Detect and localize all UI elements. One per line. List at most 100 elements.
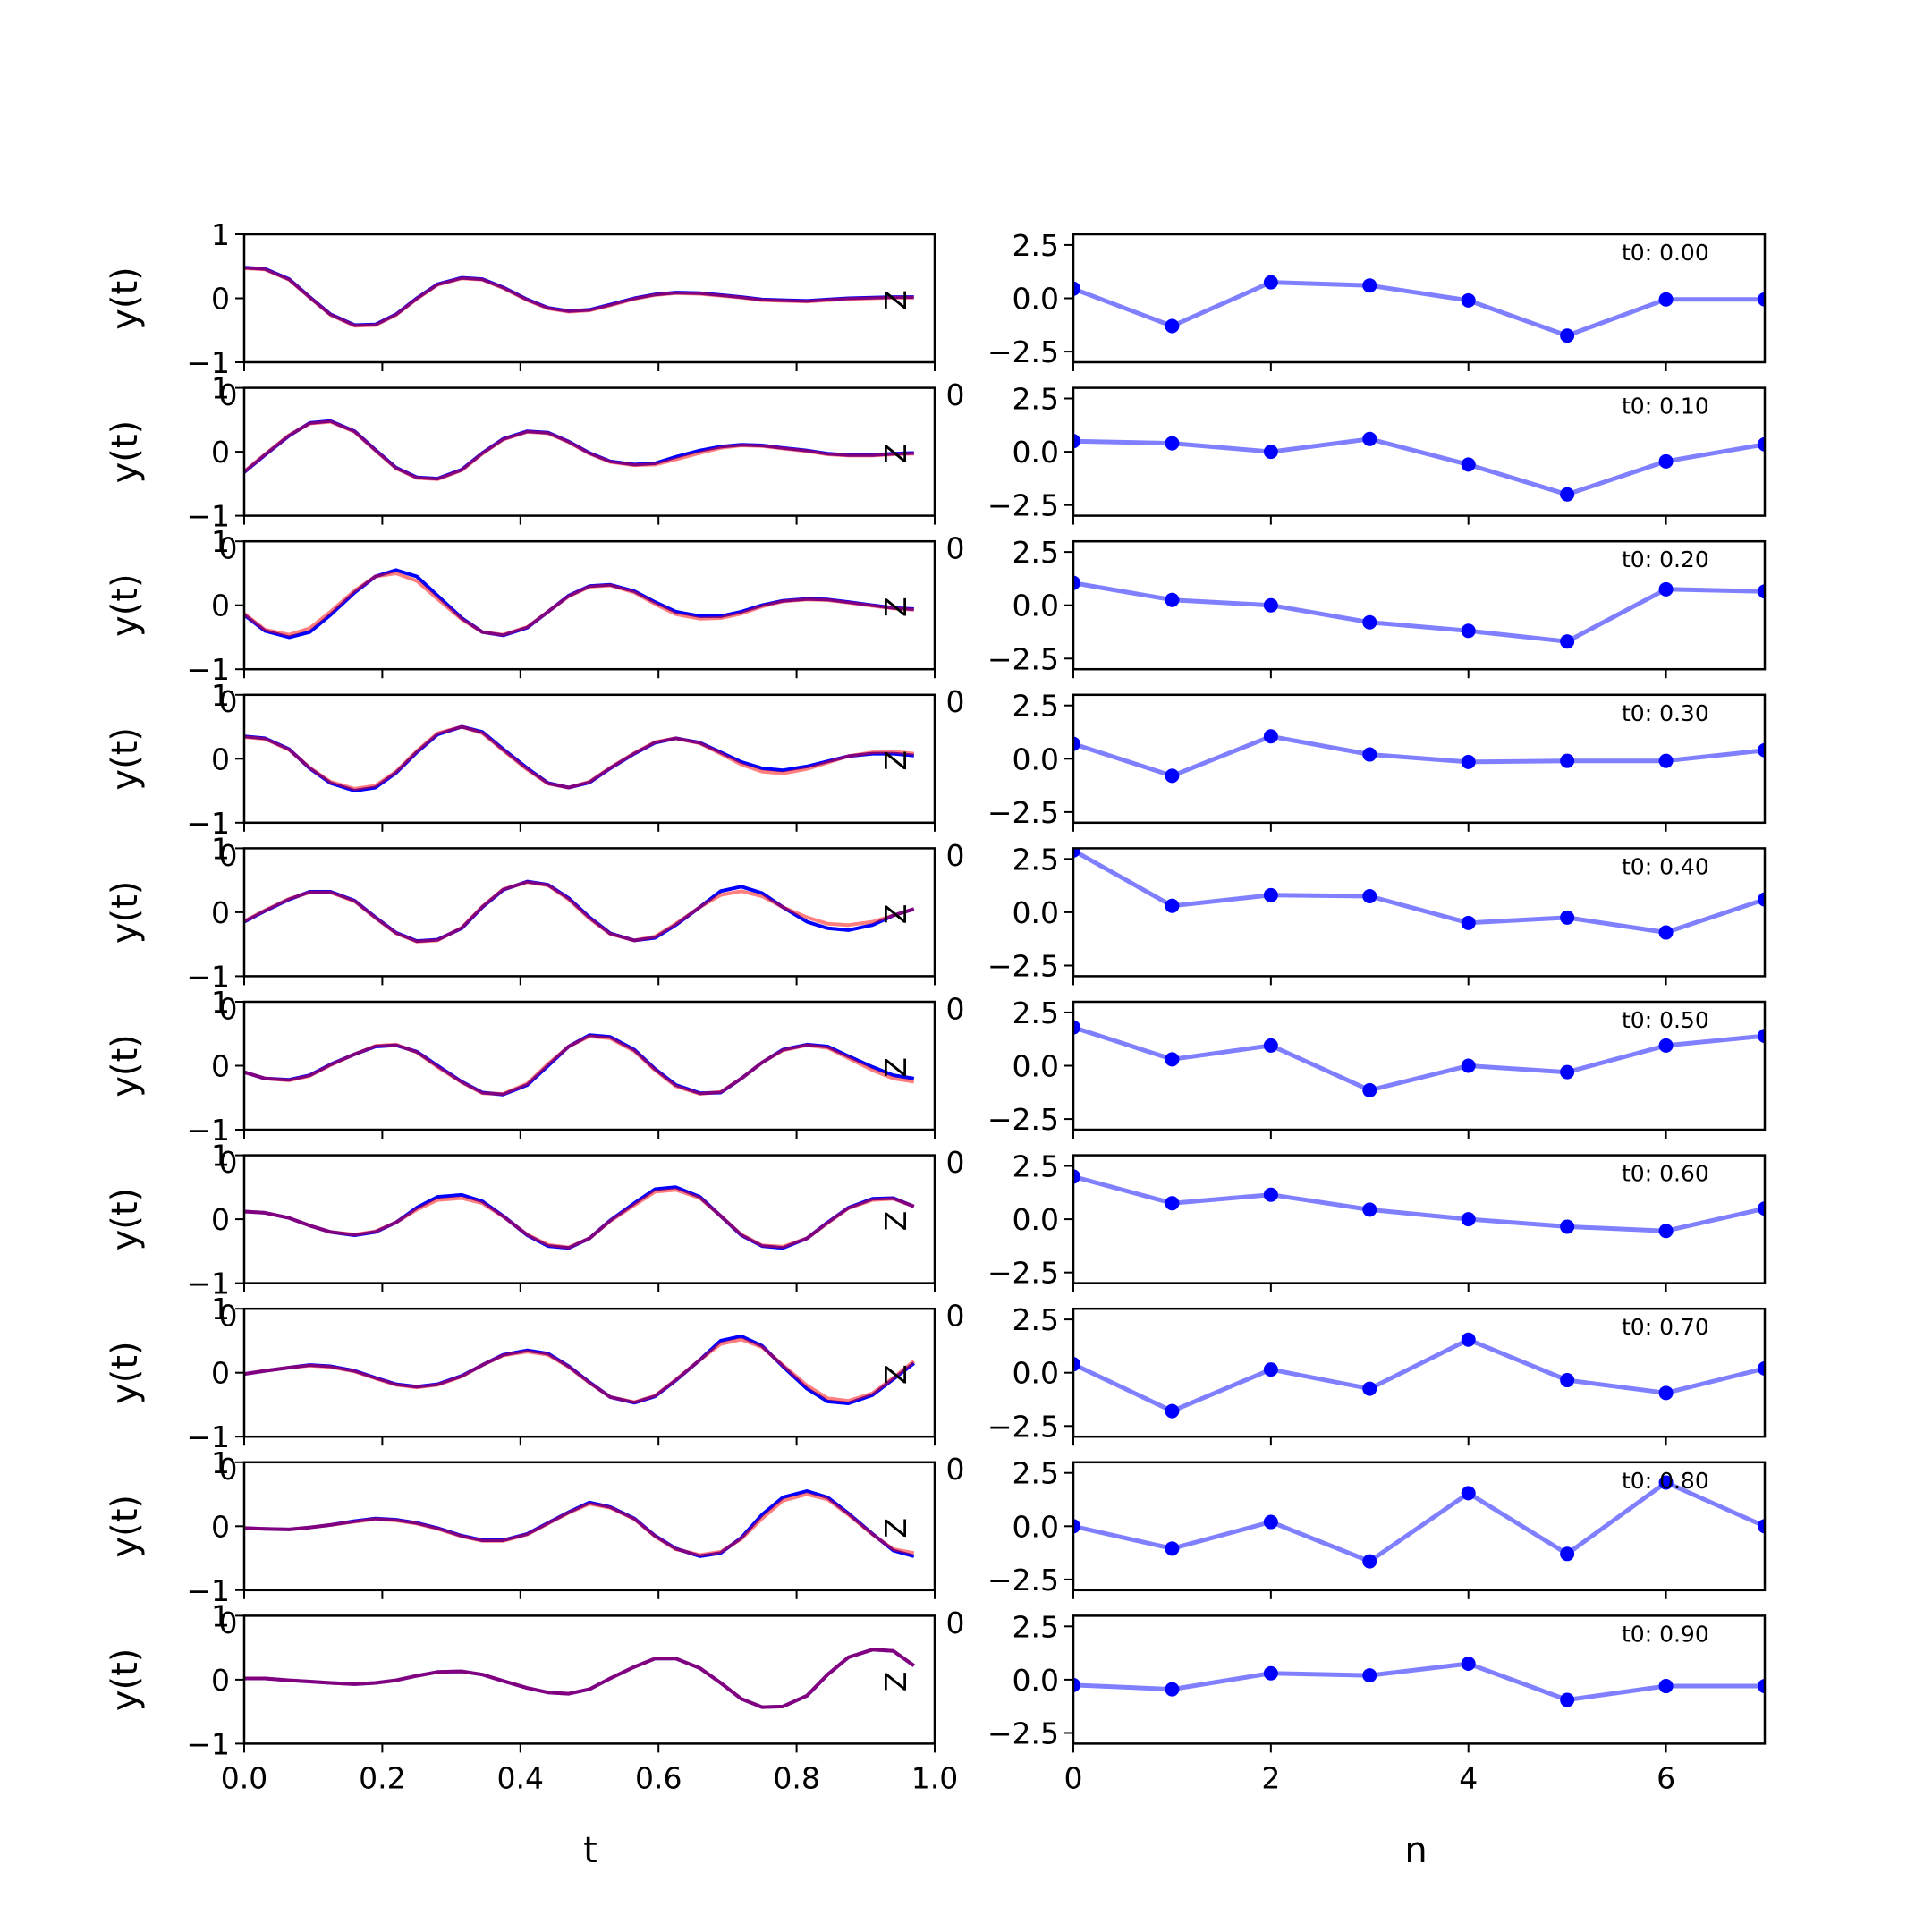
true-series-line <box>243 1033 915 1097</box>
stray-tick-label: 0 <box>219 531 238 566</box>
latent-point <box>1560 634 1575 649</box>
y-tick-label: −1 <box>186 1573 230 1608</box>
latent-point <box>1461 1212 1476 1227</box>
latent-point <box>1362 747 1377 762</box>
latent-point <box>1658 1475 1674 1490</box>
y-tick-label: 0 <box>211 741 230 776</box>
latent-point <box>1362 278 1377 293</box>
latent-point <box>1560 1692 1575 1707</box>
latent-point <box>1263 275 1278 290</box>
y-tick-label: 0 <box>211 1356 230 1391</box>
latent-point <box>1165 768 1180 784</box>
latent-point <box>1658 1385 1674 1401</box>
latent-point <box>1263 445 1278 460</box>
left-panel: 10−1y(t) Z0 0 <box>105 217 965 412</box>
stray-tick-label: 0 <box>219 1606 238 1640</box>
t0-annotation: t0: 0.30 <box>1622 700 1709 726</box>
right-data <box>1073 729 1765 784</box>
latent-series-line <box>1073 848 1765 935</box>
latent-series-line <box>1073 436 1765 497</box>
right-panel: 2.5 0.0 −2.5 t0: 0.80 <box>987 1456 1767 1599</box>
y-tick-label: 1 <box>211 371 230 406</box>
stray-z-label: Z <box>878 1211 913 1232</box>
x-tick-label: 0.0 <box>221 1760 267 1795</box>
stray-z-label: Z <box>878 1518 913 1538</box>
right-data <box>1073 1657 1765 1707</box>
latent-point <box>1461 1058 1476 1073</box>
left-panel: 10−1y(t) Z0 0 <box>105 985 965 1180</box>
latent-point <box>1758 1201 1765 1216</box>
right-panel: 2.5 0.0 −2.5 t0: 0.10 <box>987 382 1767 525</box>
latent-point <box>1073 1519 1080 1534</box>
latent-point <box>1165 436 1180 451</box>
t0-annotation: t0: 0.40 <box>1622 853 1709 879</box>
y-tick-label: 0.0 <box>1013 589 1059 623</box>
stray-tick-label: 0 <box>946 1606 965 1640</box>
y-tick-label: 0.0 <box>1013 1202 1059 1237</box>
y-tick-label: 0.0 <box>1013 741 1059 776</box>
stray-tick-label: 0 <box>946 1452 965 1487</box>
stray-tick-label: 0 <box>946 991 965 1026</box>
y-tick-label: −2.5 <box>987 1256 1059 1291</box>
right-x-axis-label: n <box>1404 1830 1427 1871</box>
y-tick-label: 0.0 <box>1013 435 1059 470</box>
right-panel: 2.5 0.0 −2.5 t0: 0.60 <box>987 1149 1767 1292</box>
stray-z-label: Z <box>878 1057 913 1078</box>
right-data <box>1073 431 1765 502</box>
y-tick-label: 0.0 <box>1013 1663 1059 1698</box>
latent-point <box>1165 1541 1180 1556</box>
latent-point <box>1165 1196 1180 1211</box>
latent-point <box>1461 1486 1476 1501</box>
y-axis-label: y(t) <box>105 727 146 791</box>
latent-point <box>1758 742 1765 758</box>
latent-point <box>1263 729 1278 744</box>
y-tick-label: 1 <box>211 678 230 713</box>
y-tick-label: −2.5 <box>987 488 1059 523</box>
stray-z-label: Z <box>878 750 913 771</box>
x-tick-label: 4 <box>1459 1760 1478 1795</box>
left-panel: 10−1y(t) Z0 0 <box>105 678 965 873</box>
latent-point <box>1073 281 1080 296</box>
predicted-series-line <box>243 266 914 328</box>
y-tick-label: 2.5 <box>1013 1149 1059 1184</box>
left-panel: 10−1y(t) Z0 0 <box>105 524 965 719</box>
y-tick-label: −1 <box>186 1726 230 1761</box>
right-data <box>1073 1020 1765 1097</box>
left-axes-frame <box>242 1461 936 1592</box>
y-tick-label: 0 <box>211 1509 230 1544</box>
true-series-line <box>242 568 914 640</box>
latent-point <box>1658 453 1674 469</box>
y-tick-label: 1 <box>211 1598 230 1633</box>
latent-point <box>1263 1038 1278 1053</box>
stray-z-label: Z <box>878 1672 913 1692</box>
stray-tick-label: 0 <box>219 684 238 719</box>
y-tick-label: −2.5 <box>987 335 1059 369</box>
latent-point <box>1263 1514 1278 1530</box>
latent-point <box>1362 614 1377 630</box>
y-axis-label: y(t) <box>105 1648 146 1712</box>
y-tick-label: 2.5 <box>1013 689 1059 724</box>
latent-point <box>1165 1682 1180 1697</box>
stray-tick-label: 0 <box>219 1145 238 1180</box>
stray-tick-label: 0 <box>219 377 238 412</box>
latent-point <box>1165 898 1180 913</box>
stray-tick-label: 0 <box>946 684 965 719</box>
t0-annotation: t0: 0.00 <box>1622 240 1709 266</box>
y-tick-label: −1 <box>186 1113 230 1148</box>
y-tick-label: 1 <box>211 985 230 1020</box>
y-tick-label: 0 <box>211 282 230 317</box>
left-panel: 10−1y(t) Z0 0 <box>105 1139 965 1334</box>
y-tick-label: 2.5 <box>1013 1609 1059 1644</box>
latent-point <box>1560 1546 1575 1562</box>
stray-z-label: Z <box>878 1364 913 1385</box>
latent-series-line <box>1073 280 1765 338</box>
latent-point <box>1758 1679 1765 1694</box>
right-data <box>1073 1332 1765 1419</box>
stray-tick-label: 0 <box>219 838 238 873</box>
y-tick-label: 0 <box>211 895 230 930</box>
y-tick-label: 0.0 <box>1013 895 1059 930</box>
y-tick-label: −2.5 <box>987 1716 1059 1750</box>
y-tick-label: 1 <box>211 1139 230 1174</box>
latent-point <box>1758 1360 1765 1376</box>
y-axis-label: y(t) <box>105 1341 146 1404</box>
